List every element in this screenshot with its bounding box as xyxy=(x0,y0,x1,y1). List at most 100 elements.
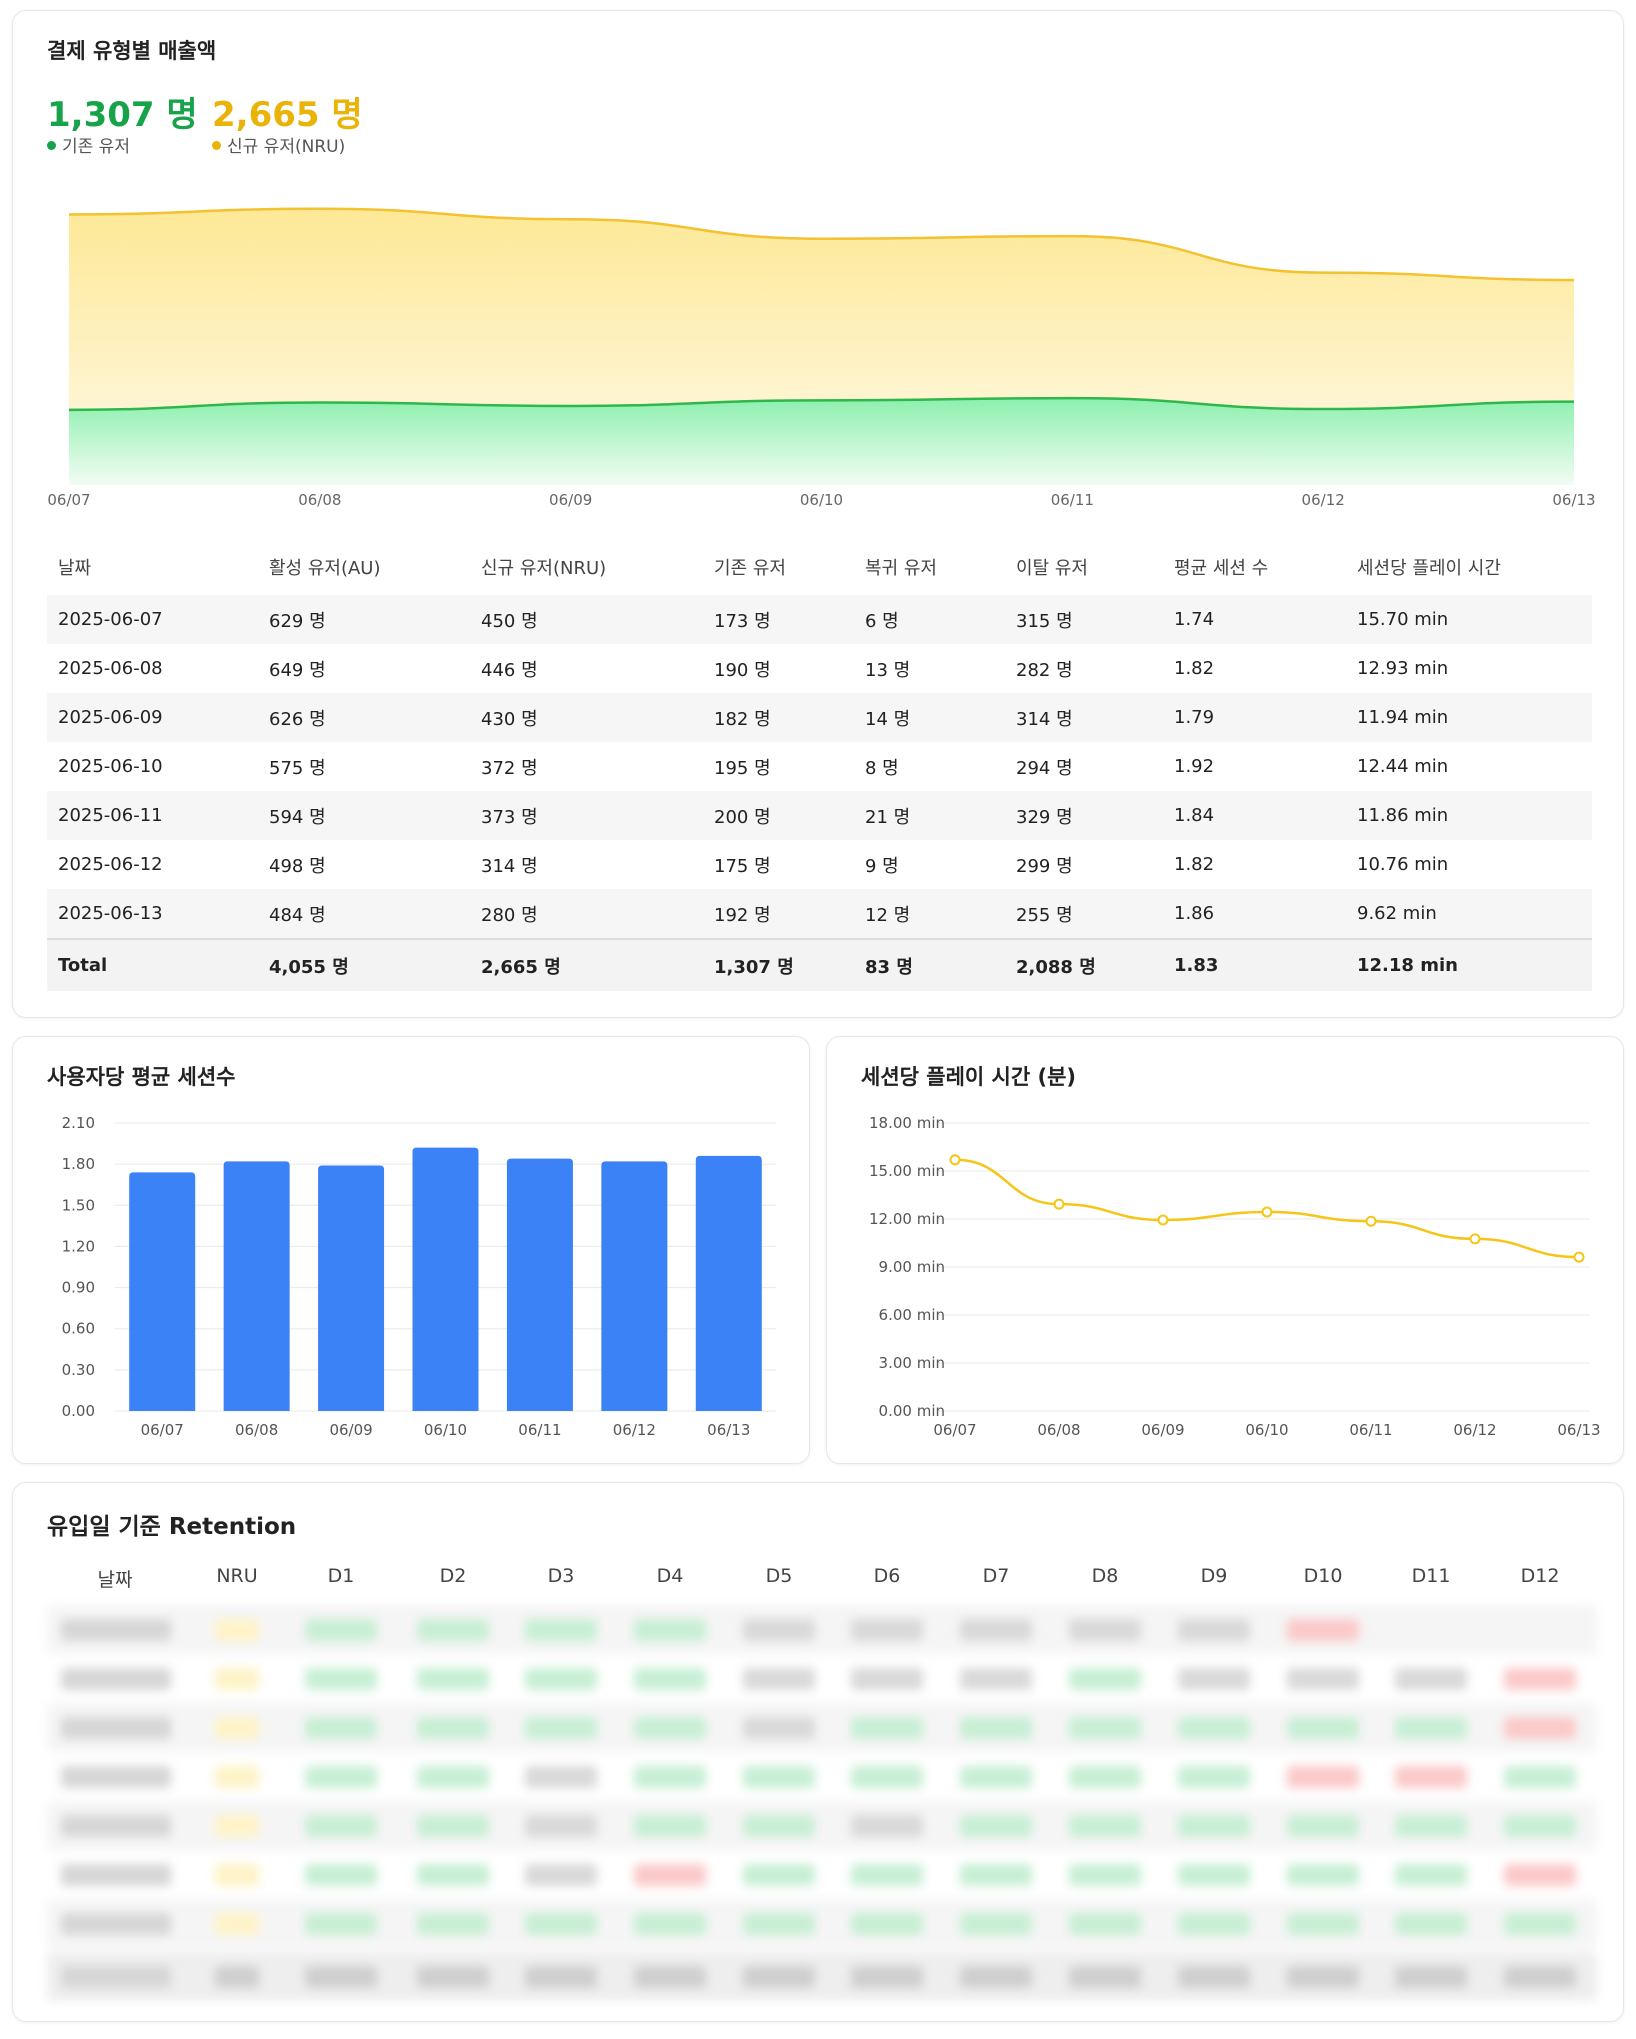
retention-header: 날짜 xyxy=(97,1569,133,1591)
retention-cell xyxy=(851,1864,923,1886)
retention-cell xyxy=(215,1619,259,1641)
table-cell: 173 명 xyxy=(703,595,854,644)
table-cell: 9.62 min xyxy=(1346,889,1592,939)
retention-header: D5 xyxy=(765,1565,793,1587)
table-cell: 280 명 xyxy=(470,889,703,939)
x-tick-label: 06/09 xyxy=(549,491,592,509)
table-cell: 11.94 min xyxy=(1346,693,1592,742)
x-tick-label: 06/11 xyxy=(1349,1421,1392,1439)
retention-cell xyxy=(305,1864,377,1886)
retention-cell xyxy=(851,1913,923,1935)
x-tick-label: 06/08 xyxy=(1037,1421,1080,1439)
avg-session-title: 사용자당 평균 세션수 xyxy=(47,1065,236,1089)
col-playtime: 세션당 플레이 시간 xyxy=(1357,558,1501,579)
table-row: 2025-06-11 594 명 373 명 200 명 21 명 329 명 1.84 11… xyxy=(47,791,1592,840)
nru-label: 신규 유저(NRU) xyxy=(227,137,346,157)
table-cell: 629 명 xyxy=(258,595,470,644)
table-cell: 1.84 xyxy=(1163,791,1346,840)
y-tick-label: 0.00 xyxy=(62,1402,95,1420)
retention-cell xyxy=(1069,1619,1141,1641)
table-cell: 626 명 xyxy=(258,693,470,742)
retention-cell xyxy=(417,1619,489,1641)
retention-row xyxy=(47,1899,1597,1948)
retention-cell xyxy=(1287,1864,1359,1886)
table-cell: 1.74 xyxy=(1163,595,1346,644)
retention-cell xyxy=(1069,1966,1141,1988)
retention-cell xyxy=(634,1668,706,1690)
retention-cell xyxy=(1395,1864,1467,1886)
retention-cell xyxy=(1069,1913,1141,1935)
table-cell: 2025-06-10 xyxy=(58,756,163,777)
retention-cell xyxy=(1504,1966,1576,1988)
bar xyxy=(318,1165,385,1411)
existing-line xyxy=(68,396,1575,412)
table-cell: 2025-06-11 xyxy=(47,791,258,840)
retention-cell xyxy=(743,1717,815,1739)
total-cell: 12.18 min xyxy=(1346,938,1592,991)
table-cell: 484 명 xyxy=(258,889,470,939)
retention-cell xyxy=(417,1668,489,1690)
retention-cell xyxy=(215,1766,259,1788)
retention-cell xyxy=(851,1966,923,1988)
data-point xyxy=(1261,1206,1273,1218)
retention-cell xyxy=(305,1619,377,1641)
retention-cell xyxy=(525,1619,597,1641)
retention-header: NRU xyxy=(216,1565,258,1587)
existing-user-label: 기존 유저 xyxy=(62,137,130,157)
data-point xyxy=(1157,1214,1169,1226)
retention-cell xyxy=(743,1668,815,1690)
retention-cell xyxy=(215,1966,259,1988)
nru-line xyxy=(68,207,1575,282)
table-cell: 12 명 xyxy=(854,889,1005,939)
retention-cell xyxy=(61,1619,171,1641)
total-cell: 83 명 xyxy=(854,938,1005,991)
bar xyxy=(129,1172,196,1411)
table-cell: 1.82 xyxy=(1174,658,1215,679)
nru-legend: 신규 유저(NRU) xyxy=(212,132,345,157)
y-tick-label: 2.10 xyxy=(62,1114,95,1132)
table-cell: 329 명 xyxy=(1005,791,1163,840)
y-tick-label: 18.00 min xyxy=(869,1114,945,1132)
data-point xyxy=(949,1154,961,1166)
retention-cell xyxy=(1287,1619,1359,1641)
retention-header: D12 xyxy=(1520,1565,1560,1587)
table-cell: 498 명 xyxy=(269,855,326,877)
x-tick-label: 06/10 xyxy=(800,491,843,509)
retention-cell xyxy=(417,1864,489,1886)
table-cell: 15.70 min xyxy=(1346,595,1592,644)
bar xyxy=(223,1161,290,1411)
y-tick-label: 12.00 min xyxy=(869,1210,945,1228)
retention-cell xyxy=(61,1668,171,1690)
table-cell: 2025-06-12 xyxy=(58,854,163,875)
total-cell: 2,665 명 xyxy=(470,938,703,991)
retention-cell xyxy=(851,1766,923,1788)
table-cell: 430 명 xyxy=(470,693,703,742)
retention-row xyxy=(47,1850,1597,1899)
retention-header: D1 xyxy=(327,1565,355,1587)
x-tick-label: 06/13 xyxy=(707,1421,750,1439)
x-tick-label: 06/07 xyxy=(933,1421,976,1439)
retention-cell xyxy=(215,1864,259,1886)
retention-cell xyxy=(634,1913,706,1935)
retention-cell xyxy=(851,1619,923,1641)
col-existing: 기존 유저 xyxy=(714,558,786,579)
daily-stats-table: 날짜 활성 유저(AU) 신규 유저(NRU) 기존 유저 복귀 유저 이탈 유… xyxy=(47,539,1592,991)
data-point xyxy=(1365,1215,1377,1227)
revenue-card-title: 결제 유형별 매출액 xyxy=(47,39,217,63)
table-cell: 282 명 xyxy=(1016,659,1073,681)
retention-cell xyxy=(960,1668,1032,1690)
total-cell: 1.83 xyxy=(1163,938,1346,991)
table-cell: 575 명 xyxy=(269,757,326,779)
retention-cell xyxy=(1178,1619,1250,1641)
retention-cell xyxy=(525,1717,597,1739)
retention-cell xyxy=(1069,1668,1141,1690)
retention-cell xyxy=(960,1717,1032,1739)
table-row: 2025-06-10 575 명 372 명 195 명 8 명 294 명 1.92 12.… xyxy=(47,742,1592,791)
retention-cell xyxy=(525,1864,597,1886)
retention-cell xyxy=(743,1815,815,1837)
table-cell: 315 명 xyxy=(1005,595,1163,644)
retention-header-row: 날짜 NRU D1 D2 D3 D4 D5 D6 D7 D8 D9 D10 D11 D12 xyxy=(47,1549,1597,1599)
retention-cell xyxy=(1178,1966,1250,1988)
existing-user-legend: 기존 유저 xyxy=(47,132,130,157)
